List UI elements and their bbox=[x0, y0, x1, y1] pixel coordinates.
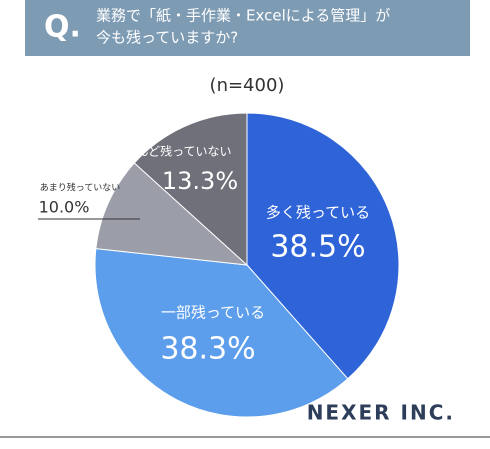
header-band bbox=[25, 0, 470, 56]
pie-slice bbox=[246, 112, 400, 380]
value-label: 13.3% bbox=[162, 167, 238, 195]
slice-label: あまり残っていない bbox=[40, 182, 121, 194]
slice-label: 一部残っている bbox=[161, 304, 265, 322]
slice-label: ほとんど残っていない bbox=[112, 145, 231, 159]
value-label: 10.0% bbox=[39, 198, 90, 217]
pie-slice bbox=[95, 162, 249, 266]
title-line: 今も残っていますか? bbox=[96, 29, 238, 47]
question-mark: Q. bbox=[44, 10, 81, 45]
value-label: 38.5% bbox=[270, 230, 365, 265]
slice-label: 多く残っている bbox=[266, 204, 370, 222]
brand: NEXER INC. bbox=[307, 401, 455, 425]
pie-slice bbox=[133, 112, 248, 267]
value-label: 38.3% bbox=[160, 332, 255, 367]
title-line: 業務で「紙・手作業・Excelによる管理」が bbox=[96, 7, 390, 25]
subtitle: (n=400) bbox=[210, 75, 285, 96]
pie-slice bbox=[94, 248, 349, 418]
